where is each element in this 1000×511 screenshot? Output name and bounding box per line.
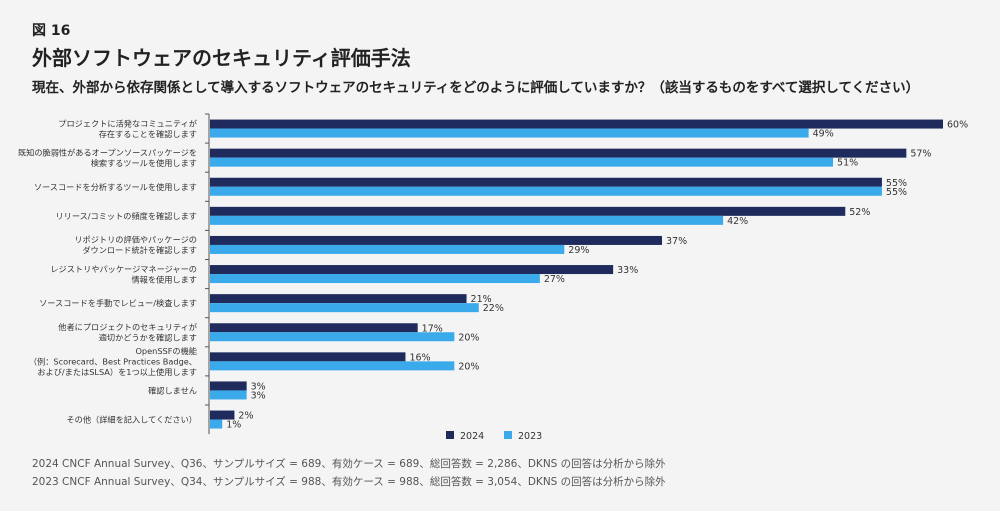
bar-2024 <box>210 410 235 420</box>
category-label: リポジトリの評価やパッケージの <box>74 235 197 245</box>
figure-label: 図 16 <box>32 23 71 39</box>
legend-label: 2023 <box>518 431 542 442</box>
footnote-2023: 2023 CNCF Annual Survey、Q34、サンプルサイズ = 98… <box>32 476 666 488</box>
data-label: 37% <box>666 236 687 247</box>
data-label: 55% <box>886 187 907 198</box>
data-label: 33% <box>617 265 638 276</box>
data-label: 49% <box>813 129 834 140</box>
category-label: プロジェクトに活発なコミュニティが <box>58 118 197 128</box>
category-label: 既知の脆弱性があるオープンソースパッケージを <box>18 147 197 157</box>
bar-2023 <box>210 215 724 225</box>
bar-2023 <box>210 419 223 429</box>
category-label: ダウンロード統計を確認します <box>82 245 197 255</box>
legend-swatch-2024 <box>446 431 454 439</box>
bar-2024 <box>210 265 614 275</box>
data-label: 51% <box>837 158 858 169</box>
category-label: 他者にプロジェクトのセキュリティが <box>58 322 197 332</box>
data-label: 42% <box>727 216 748 227</box>
data-label: 20% <box>458 361 479 372</box>
bar-2024 <box>210 119 943 129</box>
bar-2023 <box>210 332 455 342</box>
bar-2023 <box>210 244 565 254</box>
bar-2023 <box>210 186 882 196</box>
category-label: ソースコードを分析するツールを使用します <box>34 182 197 192</box>
data-label: 27% <box>544 274 565 285</box>
category-label: レジストリやパッケージマネージャーの <box>50 264 197 274</box>
bar-2023 <box>210 390 247 400</box>
data-label: 21% <box>471 294 492 305</box>
data-label: 60% <box>947 120 968 131</box>
bar-2023 <box>210 128 809 138</box>
data-label: 3% <box>251 381 266 392</box>
bar-2023 <box>210 157 834 167</box>
data-label: 2% <box>238 411 253 422</box>
bar-2024 <box>210 381 247 391</box>
chart-title: 外部ソフトウェアのセキュリティ評価手法 <box>32 46 411 70</box>
bar-2024 <box>210 148 907 158</box>
legend-label: 2024 <box>460 431 484 442</box>
bar-2024 <box>210 323 418 333</box>
bar-2023 <box>210 274 540 284</box>
legend-swatch-2023 <box>504 431 512 439</box>
bar-2024 <box>210 177 882 187</box>
data-label: 55% <box>886 178 907 189</box>
category-label: ソースコードを手動でレビュー/検査します <box>39 298 197 308</box>
data-label: 16% <box>409 352 430 363</box>
category-label: 適切かどうかを確認します <box>99 333 197 343</box>
category-label: （例：Scorecard、Best Practices Badge、 <box>29 356 197 366</box>
bar-2024 <box>210 235 663 245</box>
bar-2023 <box>210 361 455 371</box>
category-label: その他（詳細を記入してください） <box>66 415 197 425</box>
category-label: 情報を使用します <box>131 274 197 284</box>
chart-subtitle: 現在、外部から依存関係として導入するソフトウェアのセキュリティをどのように評価し… <box>32 80 920 96</box>
category-label: および/またはSLSA）を1つ以上使用します <box>37 367 197 377</box>
category-label: 検索するツールを使用します <box>91 158 197 168</box>
data-label: 22% <box>483 303 504 314</box>
data-label: 3% <box>251 390 266 401</box>
data-label: 29% <box>568 245 589 256</box>
bar-2024 <box>210 352 406 362</box>
data-label: 1% <box>226 420 241 431</box>
data-label: 52% <box>849 207 870 218</box>
data-label: 57% <box>910 149 931 160</box>
data-label: 17% <box>422 323 443 334</box>
bar-2024 <box>210 294 467 304</box>
bar-2023 <box>210 303 479 313</box>
data-label: 20% <box>458 332 479 343</box>
category-label: OpenSSFの機能 <box>135 346 197 356</box>
category-label: リリース/コミットの頻度を確認します <box>55 211 197 221</box>
bar-2024 <box>210 206 846 216</box>
category-label: 確認しません <box>148 385 197 395</box>
category-label: 存在することを確認します <box>99 129 197 139</box>
footnote-2024: 2024 CNCF Annual Survey、Q36、サンプルサイズ = 68… <box>32 458 666 470</box>
